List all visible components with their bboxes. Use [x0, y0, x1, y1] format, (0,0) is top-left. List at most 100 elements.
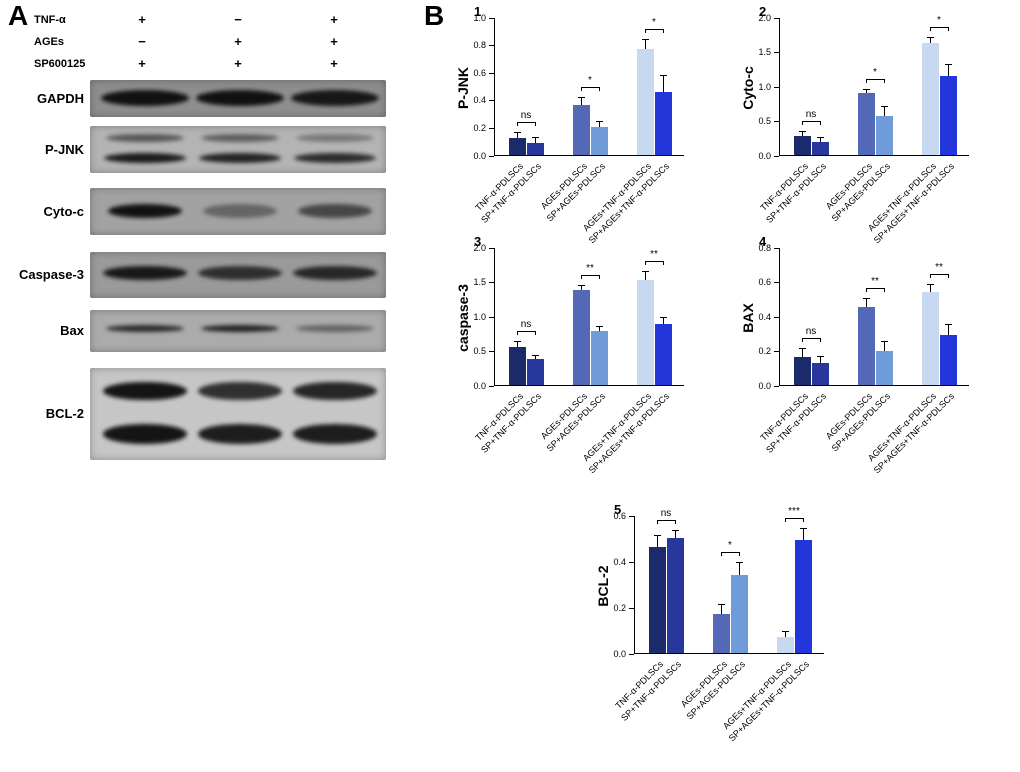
- y-tick-label: 0.0: [613, 648, 626, 659]
- bar: [812, 141, 829, 155]
- panel-b-bar-charts: B 1 P-JNK 0.0 0.2 0.4 0.6 0.8 1.0 TNF-α-PDLSCs SP…: [418, 0, 1020, 749]
- error-bar-cap: [927, 36, 934, 38]
- error-bar-cap: [654, 534, 661, 536]
- y-tick: [489, 351, 494, 352]
- significance-label: ns: [805, 325, 817, 337]
- error-bar: [645, 271, 646, 281]
- significance-bracket: [645, 260, 664, 265]
- bar: [573, 105, 590, 155]
- plot-area: 0.0 0.5 1.0 1.5 2.0 TNF-α-PDLSCs SP+TNF-α-PDLS…: [473, 243, 684, 475]
- y-tick-label: 0.0: [473, 150, 486, 161]
- blot-band: [199, 153, 281, 163]
- blot-band: [104, 153, 186, 163]
- y-tick: [774, 155, 779, 157]
- error-bar: [802, 131, 803, 137]
- condition-name: TNF-α: [34, 14, 66, 26]
- plot-area: 0.0 0.2 0.4 0.6 TNF-α-PDLSCs SP+TNF-α-PDLSCs A…: [613, 506, 824, 743]
- blot-label: Caspase-3: [18, 267, 84, 282]
- y-tick-label: 0.0: [758, 150, 771, 161]
- error-bar: [785, 632, 786, 637]
- error-bar-cap: [596, 120, 603, 122]
- y-tick: [489, 17, 494, 19]
- significance-bracket: [657, 520, 676, 525]
- y-tick: [774, 351, 779, 352]
- y-tick: [489, 155, 494, 157]
- error-bar: [721, 604, 722, 614]
- blot-label: BCL-2: [45, 406, 84, 421]
- error-bar-cap: [736, 562, 743, 564]
- chart-caspase-3: 3 caspase-3 0.0 0.5 1.0 1.5 2.0 TNF-α-PDLSCs SP+…: [438, 234, 728, 475]
- error-bar-cap: [799, 130, 806, 132]
- error-bar-cap: [800, 527, 807, 529]
- y-tick-label: 0.0: [473, 380, 486, 391]
- panel-b-label: B: [424, 0, 445, 31]
- blot-band: [106, 325, 184, 332]
- significance-label: *: [873, 67, 877, 79]
- y-tick: [774, 86, 779, 88]
- y-tick-label: 1.5: [473, 277, 486, 287]
- significance-bracket: [581, 274, 600, 279]
- blot-strip: [90, 188, 386, 235]
- blot-band: [103, 424, 187, 444]
- y-tick: [629, 515, 634, 517]
- error-bar-cap: [532, 355, 539, 357]
- blot-band: [296, 134, 374, 142]
- bar: [655, 324, 672, 385]
- y-tick: [774, 316, 779, 318]
- y-tick-label: 0.4: [473, 95, 486, 106]
- bar: [858, 307, 875, 385]
- bar: [637, 280, 654, 385]
- blot-band: [108, 204, 182, 218]
- condition-symbol: +: [138, 56, 146, 71]
- blot-strip: [90, 126, 386, 173]
- error-bar: [599, 327, 600, 332]
- significance-bracket: [802, 120, 821, 125]
- blot-band: [201, 325, 279, 332]
- blot-band: [198, 382, 282, 400]
- error-bar-cap: [642, 270, 649, 272]
- blot-band: [106, 134, 184, 142]
- bar: [794, 136, 811, 155]
- bar: [922, 42, 939, 155]
- significance-bracket: [645, 29, 664, 34]
- bar: [591, 127, 608, 155]
- blot-band: [293, 266, 377, 280]
- bar: [940, 334, 957, 385]
- error-bar: [657, 535, 658, 548]
- panel-a-western-blots: A TNF-α + − + AGEs − + + SP600125 + + + GAPDH P-JNK C…: [0, 0, 430, 480]
- error-bar-cap: [660, 75, 667, 77]
- bar: [667, 538, 684, 653]
- condition-symbol: +: [330, 12, 338, 27]
- y-tick-label: 0.8: [758, 242, 771, 253]
- error-bar: [517, 341, 518, 348]
- y-tick-label: 0.4: [613, 556, 626, 567]
- error-bar: [803, 528, 804, 541]
- error-bar-cap: [596, 326, 603, 328]
- bar: [858, 92, 875, 155]
- bar: [876, 350, 893, 385]
- chart-number: 1: [474, 4, 482, 19]
- error-bar-cap: [514, 340, 521, 342]
- error-bar: [930, 37, 931, 43]
- error-bar: [535, 138, 536, 143]
- blot-strip: [90, 80, 386, 117]
- y-tick-label: 0.6: [473, 67, 486, 78]
- error-bar-cap: [881, 340, 888, 342]
- blot-band: [198, 266, 282, 280]
- y-tick-label: 0.0: [758, 380, 771, 391]
- condition-symbol: −: [234, 12, 242, 27]
- y-tick-label: 0.2: [473, 122, 486, 133]
- error-bar-cap: [817, 137, 824, 139]
- significance-bracket: [930, 273, 949, 278]
- error-bar-cap: [578, 284, 585, 286]
- y-tick: [774, 247, 779, 249]
- condition-symbol: +: [234, 34, 242, 49]
- significance-label: **: [586, 262, 594, 274]
- significance-bracket: [581, 87, 600, 92]
- blot-strip: [90, 310, 386, 352]
- y-tick-label: 2.0: [473, 242, 486, 253]
- bar: [794, 357, 811, 385]
- error-bar-cap: [863, 297, 870, 299]
- chart-p-jnk: 1 P-JNK 0.0 0.2 0.4 0.6 0.8 1.0 TNF-α-PDLSCs SP+T…: [438, 4, 728, 245]
- y-tick: [774, 282, 779, 283]
